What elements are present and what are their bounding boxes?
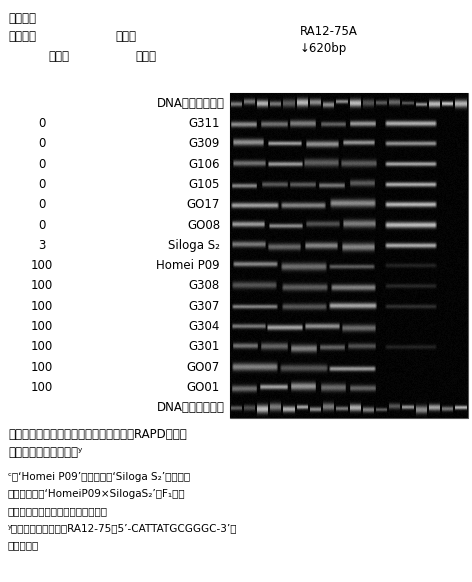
Bar [230, 93, 468, 418]
Text: 100: 100 [31, 381, 53, 394]
Text: GO17: GO17 [186, 198, 220, 211]
Text: 100: 100 [31, 300, 53, 313]
Text: 0: 0 [38, 178, 46, 191]
Text: 他の系統は‘HomeiP09×SilogaS₂’（F₁）の: 他の系統は‘HomeiP09×SilogaS₂’（F₁）の [8, 489, 185, 499]
Text: RA12-75A: RA12-75A [300, 25, 358, 38]
Text: GO08: GO08 [187, 218, 220, 232]
Text: 3: 3 [38, 239, 46, 252]
Text: G105: G105 [189, 178, 220, 191]
Text: 0: 0 [38, 137, 46, 150]
Text: DNA分子マーカー: DNA分子マーカー [157, 97, 225, 109]
Text: 発病株率: 発病株率 [8, 30, 36, 43]
Text: 小胞子由来再分化個体の自殖系統: 小胞子由来再分化個体の自殖系統 [8, 506, 108, 516]
Text: 0: 0 [38, 198, 46, 211]
Text: ᶜ　‘Homei P09’：り病性，‘Siloga S₂’：抗抗性: ᶜ ‘Homei P09’：り病性，‘Siloga S₂’：抗抗性 [8, 472, 190, 482]
Text: 100: 100 [31, 259, 53, 272]
Text: G309: G309 [189, 137, 220, 150]
Text: バンドパターンʸ: バンドパターンʸ [8, 446, 83, 459]
Text: DNA分子マーカー: DNA分子マーカー [157, 402, 225, 414]
Text: 品種・: 品種・ [115, 30, 136, 43]
Text: G308: G308 [189, 279, 220, 293]
Text: 100: 100 [31, 340, 53, 353]
Text: G311: G311 [188, 117, 220, 130]
Text: ↓620bp: ↓620bp [300, 42, 347, 55]
Text: Siloga S₂: Siloga S₂ [168, 239, 220, 252]
Text: を用いた: を用いた [8, 540, 39, 550]
Text: 系統名: 系統名 [135, 50, 156, 63]
Text: 100: 100 [31, 361, 53, 374]
Text: 0: 0 [38, 117, 46, 130]
Text: 図１　根こぶ病抗抗性及びり病性系統のRAPDによる: 図１ 根こぶ病抗抗性及びり病性系統のRAPDによる [8, 428, 187, 441]
Text: GO07: GO07 [187, 361, 220, 374]
Text: 0: 0 [38, 158, 46, 171]
Text: ʸ　プライマーとしてRA12-75（5’-CATTATGCGGGC-3’）: ʸ プライマーとしてRA12-75（5’-CATTATGCGGGC-3’） [8, 523, 237, 533]
Text: GO01: GO01 [187, 381, 220, 394]
Text: 100: 100 [31, 279, 53, 293]
Text: （％）: （％） [48, 50, 69, 63]
Text: G304: G304 [189, 320, 220, 333]
Text: Homei P09: Homei P09 [156, 259, 220, 272]
Text: G307: G307 [189, 300, 220, 313]
Text: G301: G301 [189, 340, 220, 353]
Text: 0: 0 [38, 218, 46, 232]
Text: G106: G106 [188, 158, 220, 171]
Text: 100: 100 [31, 320, 53, 333]
Text: 根こぶ病: 根こぶ病 [8, 12, 36, 25]
